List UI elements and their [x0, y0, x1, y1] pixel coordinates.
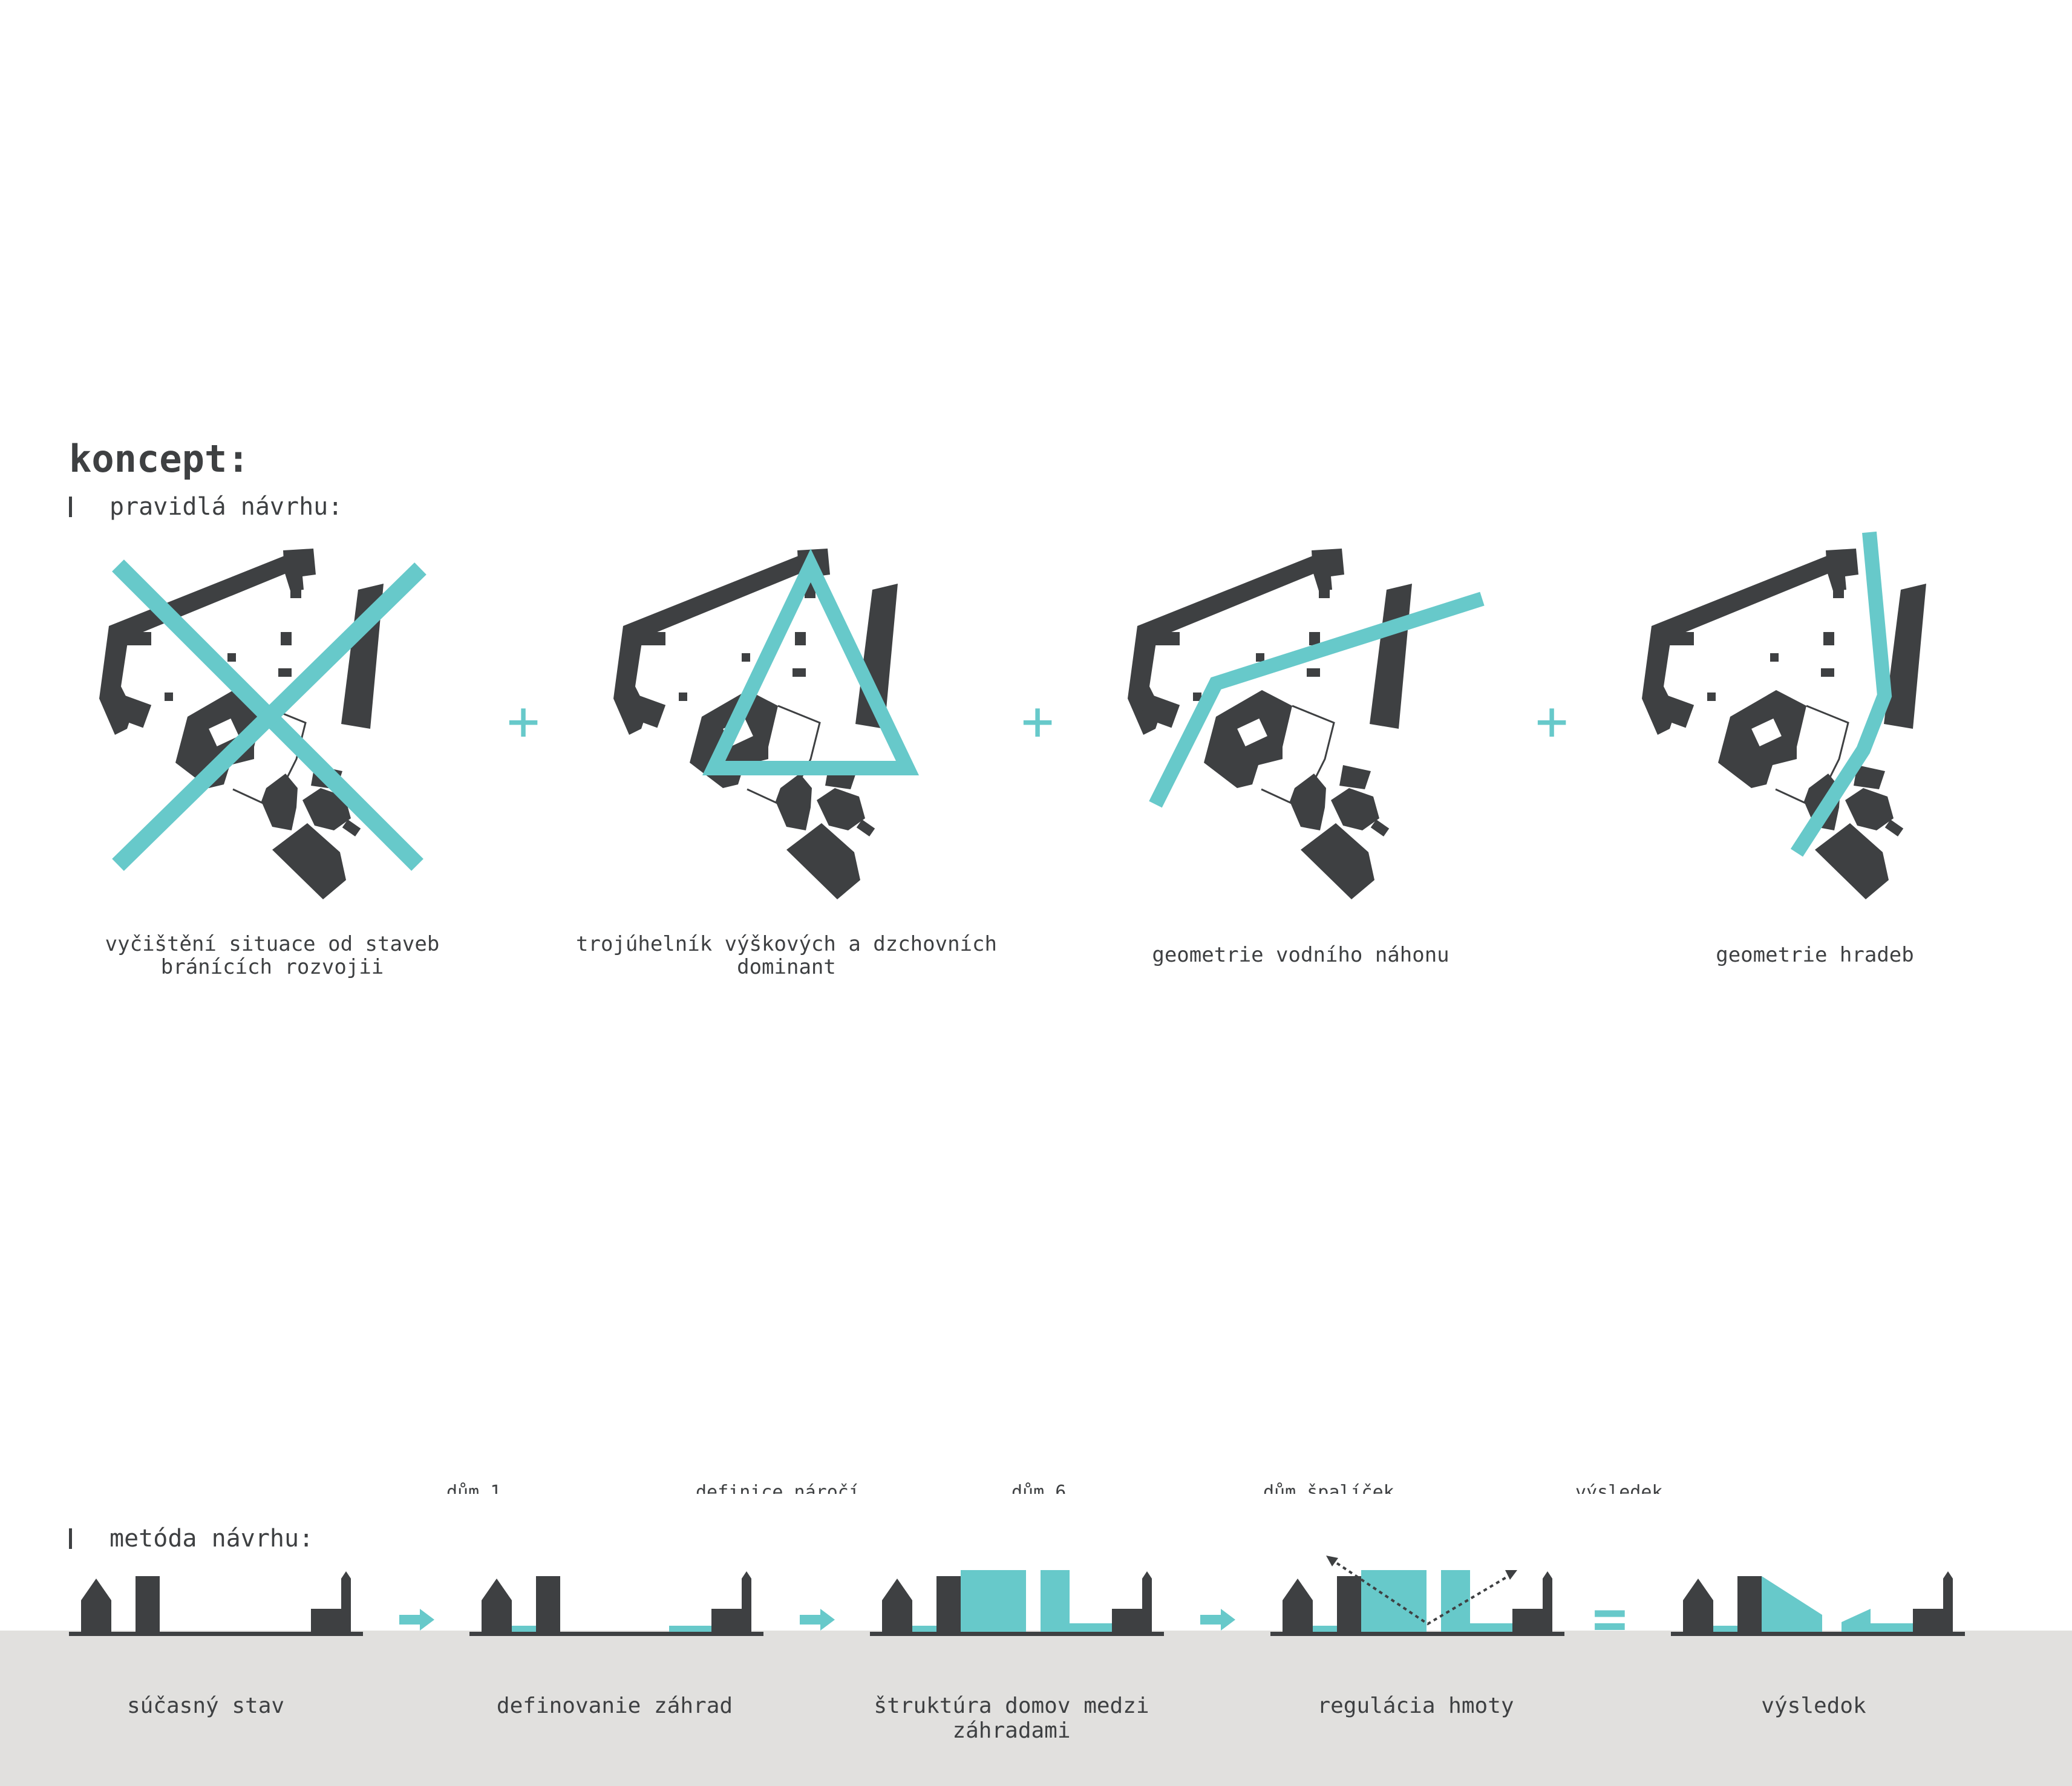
cut-label: dům 1: [446, 1482, 502, 1494]
page-title: koncept:: [69, 437, 250, 481]
arrow-operator: [399, 1609, 434, 1631]
arrow-operator: [1200, 1609, 1235, 1631]
cut-label: výsledek: [1575, 1482, 1663, 1494]
house-tower: [1913, 1571, 1953, 1633]
garden-strip: [1713, 1626, 1737, 1632]
site-plan: [612, 547, 899, 901]
view-arrowhead: [1326, 1556, 1338, 1566]
triangle-overlay: [702, 549, 920, 775]
plus-operator: +: [507, 689, 540, 753]
cut-label: definice náročí: [696, 1482, 860, 1494]
house-tower: [1112, 1571, 1152, 1633]
ground-line: [469, 1632, 763, 1636]
house-block: [1737, 1576, 1762, 1633]
garden-strip: [1313, 1626, 1337, 1632]
section-caption-3: štruktúra domov medzi záhradami: [874, 1693, 1149, 1743]
house-tower: [311, 1571, 351, 1633]
plan-caption-3: geometrie vodního náhonu: [1152, 943, 1449, 967]
ground-line: [1270, 1632, 1564, 1636]
plus-operator: +: [1021, 689, 1054, 753]
cut-label: dům 6: [1011, 1482, 1067, 1494]
site-plan: [1126, 547, 1413, 901]
section-caption-4: regulácia hmoty: [1317, 1693, 1514, 1718]
section-caption-2: definovanie záhrad: [496, 1693, 733, 1718]
section-diagram-2: [469, 1571, 763, 1636]
section-marker: [69, 1528, 72, 1549]
site-plan: [1641, 547, 1927, 901]
section-marker: [69, 497, 72, 517]
ground-line: [69, 1632, 363, 1636]
section-caption-1: súčasný stav: [126, 1693, 285, 1718]
section-method-heading: metóda návrhu:: [69, 1525, 313, 1553]
section-caption-5: výsledok: [1761, 1693, 1866, 1718]
ground-line: [1671, 1632, 1965, 1636]
plan-diagram-3: [1126, 547, 1485, 901]
fortification-line: [1790, 531, 1892, 857]
house-tower: [1512, 1571, 1552, 1633]
house-block: [136, 1576, 160, 1633]
cut-label: dům špalíček: [1263, 1482, 1394, 1494]
ground-band: [0, 1631, 2072, 1786]
plan-caption-4: geometrie hradeb: [1716, 943, 1914, 967]
plan-caption-2: trojúhelník výškových a dzchovních domin…: [576, 932, 997, 979]
section-diagram-4: [1270, 1556, 1564, 1636]
new-house-l: [1041, 1570, 1112, 1632]
house-gable: [1683, 1579, 1713, 1633]
section-diagram-1: [69, 1571, 363, 1636]
section-diagram-3: [870, 1570, 1164, 1636]
section-diagram-5: [1671, 1571, 1965, 1636]
sloped-mass: [1762, 1576, 1822, 1632]
garden-strip: [912, 1626, 936, 1632]
house-block: [1337, 1576, 1361, 1633]
plus-operator: +: [1535, 689, 1569, 753]
view-line: [1330, 1558, 1514, 1626]
house-gable: [1283, 1579, 1313, 1633]
plan-diagram-1: [98, 547, 426, 901]
section-rules-heading: pravidlá návrhu:: [69, 493, 342, 521]
cross-stroke: [112, 562, 426, 871]
garden-strip: [669, 1626, 711, 1632]
equals-operator: =: [1592, 1585, 1627, 1652]
plan-diagram-2: [612, 547, 920, 901]
house-tower: [711, 1571, 751, 1633]
new-house-l: [1441, 1570, 1512, 1632]
house-block: [936, 1576, 961, 1633]
section-rules-label: pravidlá návrhu:: [109, 493, 343, 521]
new-house-block: [961, 1570, 1026, 1632]
water-channel-line: [1149, 592, 1485, 808]
ground-line: [870, 1632, 1164, 1636]
plan-caption-1: vyčištění situace od staveb bránících ro…: [105, 932, 440, 979]
house-gable: [882, 1579, 912, 1633]
house-gable: [482, 1579, 512, 1633]
sloped-mass: [1842, 1609, 1913, 1632]
house-gable: [81, 1579, 111, 1633]
plan-diagram-4: [1641, 531, 1927, 901]
arrow-operator: [800, 1609, 835, 1631]
garden-strip: [512, 1626, 536, 1632]
house-block: [536, 1576, 560, 1633]
view-arrowhead: [1505, 1570, 1517, 1580]
section-method-label: metóda návrhu:: [109, 1525, 314, 1553]
